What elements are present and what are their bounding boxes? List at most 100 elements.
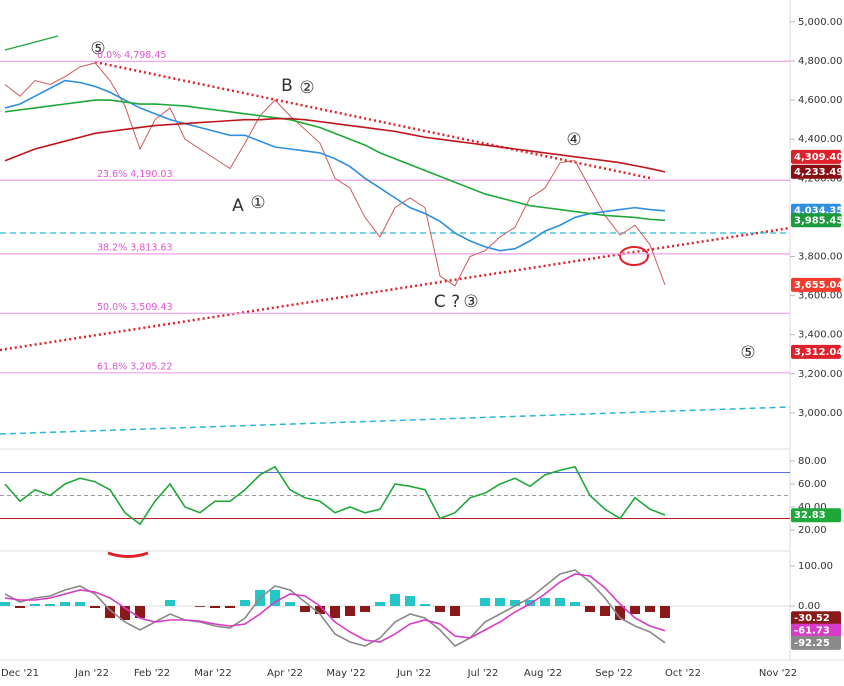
fib-label: 0.0% 4,798.45 [97, 50, 166, 61]
series-line [4, 62, 666, 287]
y-tick-label: 3,000.00 [798, 408, 843, 419]
wave-label: A [232, 196, 244, 216]
histogram-bar [195, 606, 205, 607]
highlight-arc [107, 551, 149, 558]
x-tick-label: Aug '22 [524, 668, 562, 679]
histogram-bar [270, 590, 280, 606]
histogram-bar [345, 606, 355, 616]
channel-line [0, 406, 791, 435]
fib-label: 50.0% 3,509.43 [97, 302, 173, 313]
histogram-bar [480, 598, 490, 606]
y-tick-label: 4,600.00 [798, 95, 843, 106]
series-line [4, 569, 666, 647]
x-tick-label: Feb '22 [134, 668, 170, 679]
fib-label: 61.8% 3,205.22 [97, 361, 173, 372]
histogram-bar [435, 606, 445, 612]
x-tick-label: Apr '22 [267, 668, 303, 679]
price-tag-label: 4,233.49 [794, 167, 843, 178]
histogram-bar [240, 600, 250, 606]
y-tick-label: 100.00 [798, 561, 833, 572]
price-tag-label: 32.83 [794, 510, 826, 521]
price-tag-label: 4,309.40 [794, 152, 843, 163]
histogram-bar [225, 606, 235, 608]
x-tick-label: Dec '21 [1, 668, 39, 679]
price-tag [791, 277, 841, 292]
price-tag-label: 3,655.04 [794, 280, 843, 291]
series-line [4, 79, 666, 252]
y-tick-label: 80.00 [798, 456, 827, 467]
y-tick-label: 3,800.00 [798, 252, 843, 263]
histogram-bar [570, 602, 580, 606]
series-line [4, 573, 666, 643]
histogram-bar [585, 606, 595, 612]
y-tick-label: 3,400.00 [798, 330, 843, 341]
x-tick-label: Sep '22 [595, 668, 633, 679]
histogram-bar [555, 598, 565, 606]
histogram-bar [45, 604, 55, 606]
price-tag-label: 3,985.45 [794, 215, 843, 226]
histogram-bar [390, 594, 400, 606]
wave-label: ⑤ [90, 39, 105, 59]
histogram-bar [300, 606, 310, 612]
price-tag-label: 3,312.04 [794, 347, 843, 358]
y-tick-label: 3,600.00 [798, 291, 843, 302]
histogram-bar [75, 602, 85, 606]
histogram-bar [285, 602, 295, 606]
y-tick-label: 60.00 [798, 479, 827, 490]
y-tick-label: 40.00 [798, 502, 827, 513]
price-tag [791, 164, 841, 179]
histogram-bar [165, 600, 175, 606]
fib-label: 23.6% 4,190.03 [97, 169, 173, 180]
price-tag [791, 508, 841, 523]
histogram-bar [105, 606, 115, 618]
histogram-bar [15, 606, 25, 608]
histogram-bar [510, 600, 520, 606]
y-tick-label: 4,200.00 [798, 173, 843, 184]
histogram-bar [420, 604, 430, 606]
fib-label: 38.2% 3,813.63 [97, 242, 173, 253]
price-tag [791, 611, 841, 626]
histogram-bar [615, 606, 625, 620]
histogram-bar [210, 606, 220, 608]
histogram-bar [360, 606, 370, 612]
y-tick-label: 5,000.00 [798, 17, 843, 28]
x-tick-label: Jun '22 [396, 668, 431, 679]
histogram-bar [120, 606, 130, 620]
wave-label: C ? [434, 292, 460, 312]
histogram-bar [315, 606, 325, 614]
histogram-bar [375, 602, 385, 606]
histogram-bar [495, 598, 505, 606]
y-tick-label: 4,800.00 [798, 56, 843, 67]
wave-label: ⑤ [740, 343, 755, 363]
price-tag-label: 4,034.35 [794, 206, 843, 217]
price-tag-label: -30.52 [794, 613, 830, 624]
histogram-bar [600, 606, 610, 616]
highlight-circle [619, 246, 649, 266]
y-tick-label: 3,200.00 [798, 369, 843, 380]
histogram-bar [30, 604, 40, 606]
price-tag [791, 635, 841, 650]
histogram-bar [330, 606, 340, 618]
price-tag [791, 344, 841, 359]
price-tag [791, 149, 841, 164]
series-line [4, 465, 666, 526]
series-line [4, 117, 666, 173]
wave-label: ② [299, 78, 314, 98]
x-tick-label: Nov '22 [759, 668, 797, 679]
price-tag [791, 623, 841, 638]
wave-label: ③ [463, 292, 478, 312]
wave-label: B [281, 76, 293, 96]
price-tag-label: -92.25 [794, 638, 830, 649]
y-tick-label: 4,400.00 [798, 134, 843, 145]
x-tick-label: Oct '22 [665, 668, 701, 679]
x-tick-label: May '22 [326, 668, 365, 679]
histogram-bar [0, 602, 10, 606]
histogram-bar [630, 606, 640, 614]
y-tick-label: 20.00 [798, 525, 827, 536]
price-tag-label: -61.73 [794, 626, 830, 637]
histogram-bar [405, 596, 415, 606]
histogram-bar [90, 606, 100, 608]
histogram-bar [525, 600, 535, 606]
